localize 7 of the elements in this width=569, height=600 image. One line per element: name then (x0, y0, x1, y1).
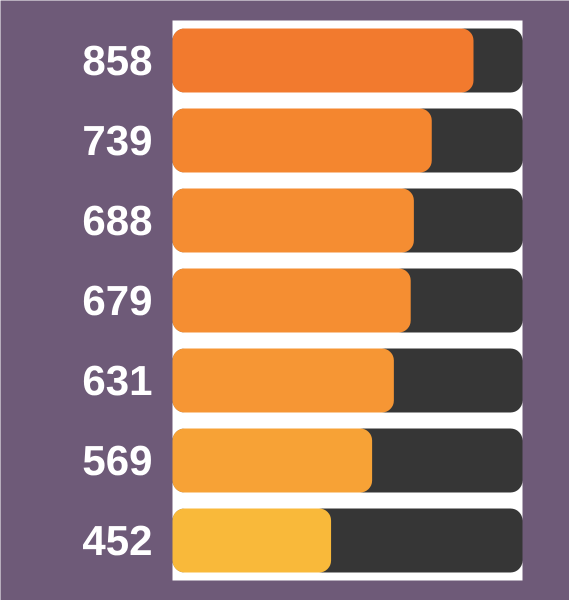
data-label: 679 (82, 277, 153, 324)
data-label: 858 (82, 37, 153, 84)
data-label: 688 (82, 197, 153, 244)
data-label: 631 (82, 357, 153, 404)
data-label: 739 (82, 117, 153, 164)
data-label: 569 (82, 437, 153, 484)
data-label: 452 (82, 517, 153, 564)
